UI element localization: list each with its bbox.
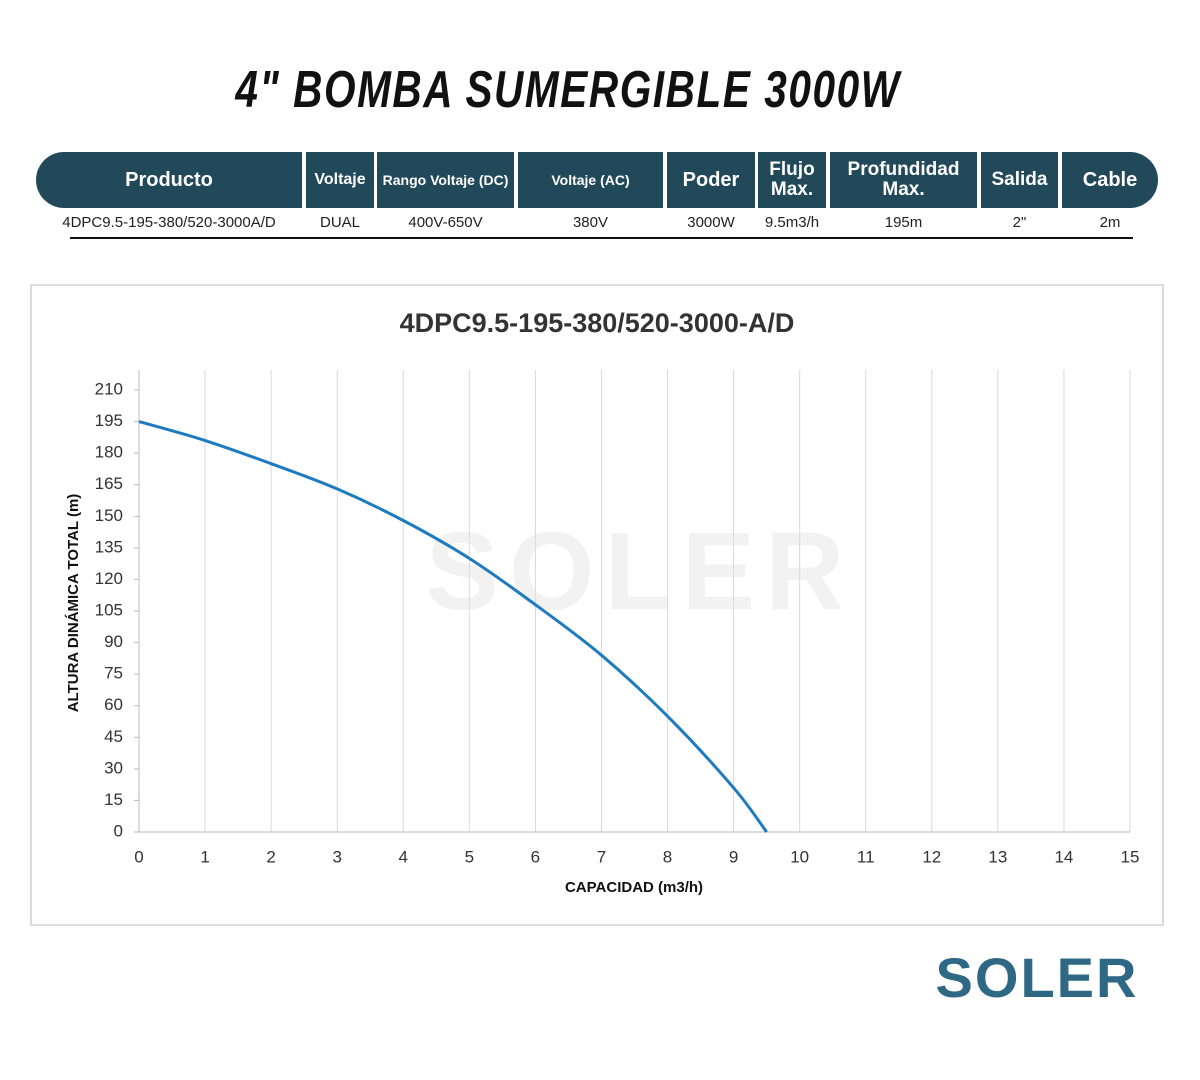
table-cell: DUAL <box>319 213 360 231</box>
table-cell: 2m <box>1099 213 1121 231</box>
y-tick-label: 120 <box>95 569 123 588</box>
x-tick-label: 10 <box>790 847 809 866</box>
header-cell: Salida <box>981 152 1058 208</box>
y-tick-label: 135 <box>95 537 123 556</box>
x-tick-label: 15 <box>1121 847 1140 866</box>
curve <box>138 420 768 833</box>
y-tick-label: 45 <box>104 727 123 746</box>
x-tick-label: 14 <box>1054 847 1073 866</box>
table-cell: 380V <box>572 213 609 231</box>
table-cell: 9.5m3/h <box>764 213 820 231</box>
y-tick-label: 15 <box>104 790 123 809</box>
y-axis-label: ALTURA DINÁMICA TOTAL (m) <box>65 494 82 713</box>
x-axis-label: CAPACIDAD (m3/h) <box>565 879 703 896</box>
x-tick-label: 4 <box>399 847 408 866</box>
header-cell: Profundidad Max. <box>830 152 977 208</box>
table-cell: 3000W <box>687 213 735 231</box>
table-cell: 2" <box>1012 213 1027 231</box>
x-tick-label: 2 <box>266 847 275 866</box>
x-tick-label: 5 <box>465 847 474 866</box>
header-cell: Voltaje <box>306 152 374 208</box>
header-cell: Flujo Max. <box>758 152 826 208</box>
y-tick-label: 105 <box>95 600 123 619</box>
x-tick-label: 13 <box>988 847 1007 866</box>
header-cell: Rango Voltaje (DC) <box>377 152 514 208</box>
x-tick-label: 12 <box>922 847 941 866</box>
header-cell: Voltaje (AC) <box>518 152 663 208</box>
x-tick-label: 1 <box>200 847 209 866</box>
header-cell: Producto <box>36 152 302 208</box>
y-tick-label: 75 <box>104 664 123 683</box>
y-tick-label: 210 <box>95 379 123 398</box>
y-tick-label: 195 <box>95 411 123 430</box>
header-cell: Cable <box>1062 152 1158 208</box>
y-tick-label: 90 <box>104 632 123 651</box>
y-tick-label: 165 <box>95 474 123 493</box>
x-tick-label: 11 <box>857 847 875 866</box>
chart-title: 4DPC9.5-195-380/520-3000-A/D <box>400 308 795 338</box>
logo: SOLER <box>936 946 1139 1009</box>
x-tick-label: 3 <box>332 847 341 866</box>
watermark: SOLER <box>426 510 855 633</box>
table-rule <box>70 237 1133 239</box>
y-tick-label: 60 <box>104 695 123 714</box>
x-tick-label: 0 <box>134 847 143 866</box>
y-tick-label: 0 <box>114 821 123 840</box>
x-tick-label: 9 <box>729 847 738 866</box>
x-tick-label: 6 <box>531 847 540 866</box>
y-tick-label: 30 <box>104 758 123 777</box>
x-tick-label: 8 <box>663 847 672 866</box>
chart-frame <box>30 284 1164 926</box>
table-cell: 4DPC9.5-195-380/520-3000A/D <box>62 213 276 231</box>
y-tick-label: 150 <box>95 506 123 525</box>
table-cell: 400V-650V <box>408 213 483 231</box>
x-tick-label: 7 <box>597 847 606 866</box>
header-cell: Poder <box>667 152 755 208</box>
page-title: 4" BOMBA SUMERGIBLE 3000W <box>235 61 901 119</box>
table-cell: 195m <box>884 213 923 231</box>
y-tick-label: 180 <box>95 443 123 462</box>
